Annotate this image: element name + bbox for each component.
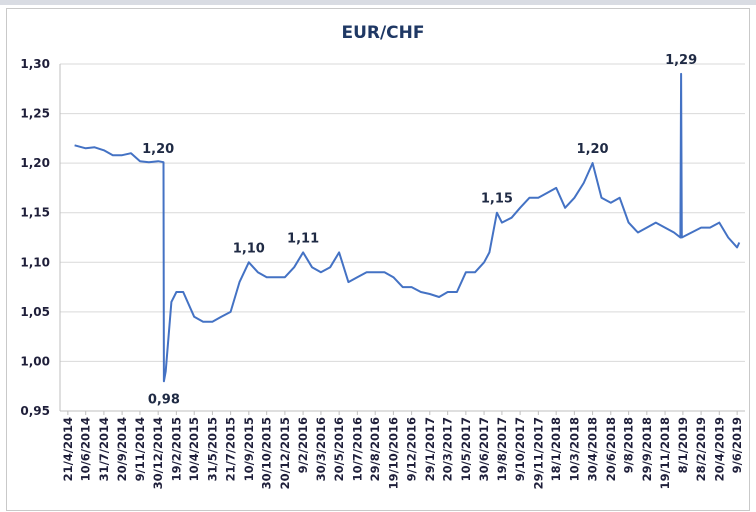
y-tick-label: 1,05 [20, 305, 50, 319]
annotation: 1,29 [665, 53, 697, 68]
y-tick-label: 1,10 [20, 255, 50, 269]
x-tick-label: 31/5/2015 [205, 417, 219, 481]
x-tick-label: 31/7/2014 [97, 417, 111, 481]
x-tick-label: 29/11/2017 [531, 417, 545, 489]
x-tick-label: 29/1/2017 [423, 417, 437, 481]
chart-frame [6, 8, 750, 511]
x-tick-label: 10/4/2015 [187, 417, 201, 481]
x-tick-label: 9/12/2016 [405, 417, 419, 481]
x-tick-label: 30/4/2018 [586, 417, 600, 481]
y-tick-label: 1,00 [20, 354, 50, 368]
chart-title: EUR/CHF [341, 23, 424, 43]
annotation: 1,15 [481, 192, 513, 207]
x-tick-label: 10/9/2015 [242, 417, 256, 481]
x-tick-label: 9/6/2019 [730, 417, 744, 473]
x-tick-label: 20/3/2017 [441, 417, 455, 481]
x-tick-label: 20/5/2016 [332, 417, 346, 481]
x-tick-label: 29/9/2018 [640, 417, 654, 481]
x-tick-label: 21/4/2014 [61, 417, 75, 481]
x-tick-label: 10/7/2016 [350, 417, 364, 481]
x-tick-label: 10/5/2017 [459, 417, 473, 481]
x-tick-label: 18/1/2018 [549, 417, 563, 481]
x-tick-label: 19/8/2017 [495, 417, 509, 481]
y-tick-label: 1,20 [20, 156, 50, 170]
x-tick-label: 30/12/2014 [151, 417, 165, 489]
top-strip [0, 0, 756, 5]
x-tick-label: 21/7/2015 [224, 417, 238, 481]
x-tick-label: 19/2/2015 [169, 417, 183, 481]
x-tick-label: 9/11/2014 [133, 417, 147, 481]
y-tick-label: 1,15 [20, 206, 50, 220]
x-tick-label: 30/3/2016 [314, 417, 328, 481]
x-tick-label: 8/1/2019 [676, 417, 690, 473]
y-tick-label: 1,30 [20, 57, 50, 71]
x-tick-label: 28/2/2019 [694, 417, 708, 481]
x-tick-label: 19/10/2016 [386, 417, 400, 489]
annotation: 1,11 [287, 231, 319, 246]
x-tick-label: 10/6/2014 [79, 417, 93, 481]
y-tick-label: 1,25 [20, 107, 50, 121]
x-tick-label: 9/2/2016 [296, 417, 310, 473]
x-tick-label: 30/10/2015 [260, 417, 274, 489]
x-tick-label: 30/6/2017 [477, 417, 491, 481]
x-tick-label: 20/9/2014 [115, 417, 129, 481]
x-tick-label: 19/11/2018 [658, 417, 672, 489]
annotation: 1,10 [233, 241, 265, 256]
x-tick-label: 20/4/2019 [712, 417, 726, 481]
annotation: 0,98 [148, 392, 180, 407]
x-tick-label: 20/6/2018 [604, 417, 618, 481]
x-tick-label: 9/10/2017 [513, 417, 527, 481]
x-tick-label: 29/8/2016 [368, 417, 382, 481]
line-series [74, 72, 741, 383]
x-tick-label: 9/8/2018 [622, 417, 636, 473]
annotation: 1,20 [577, 142, 609, 157]
y-tick-label: 0,95 [20, 404, 50, 418]
x-tick-label: 10/3/2018 [567, 417, 581, 481]
x-tick-label: 20/12/2015 [278, 417, 292, 489]
annotation: 1,20 [142, 142, 174, 157]
